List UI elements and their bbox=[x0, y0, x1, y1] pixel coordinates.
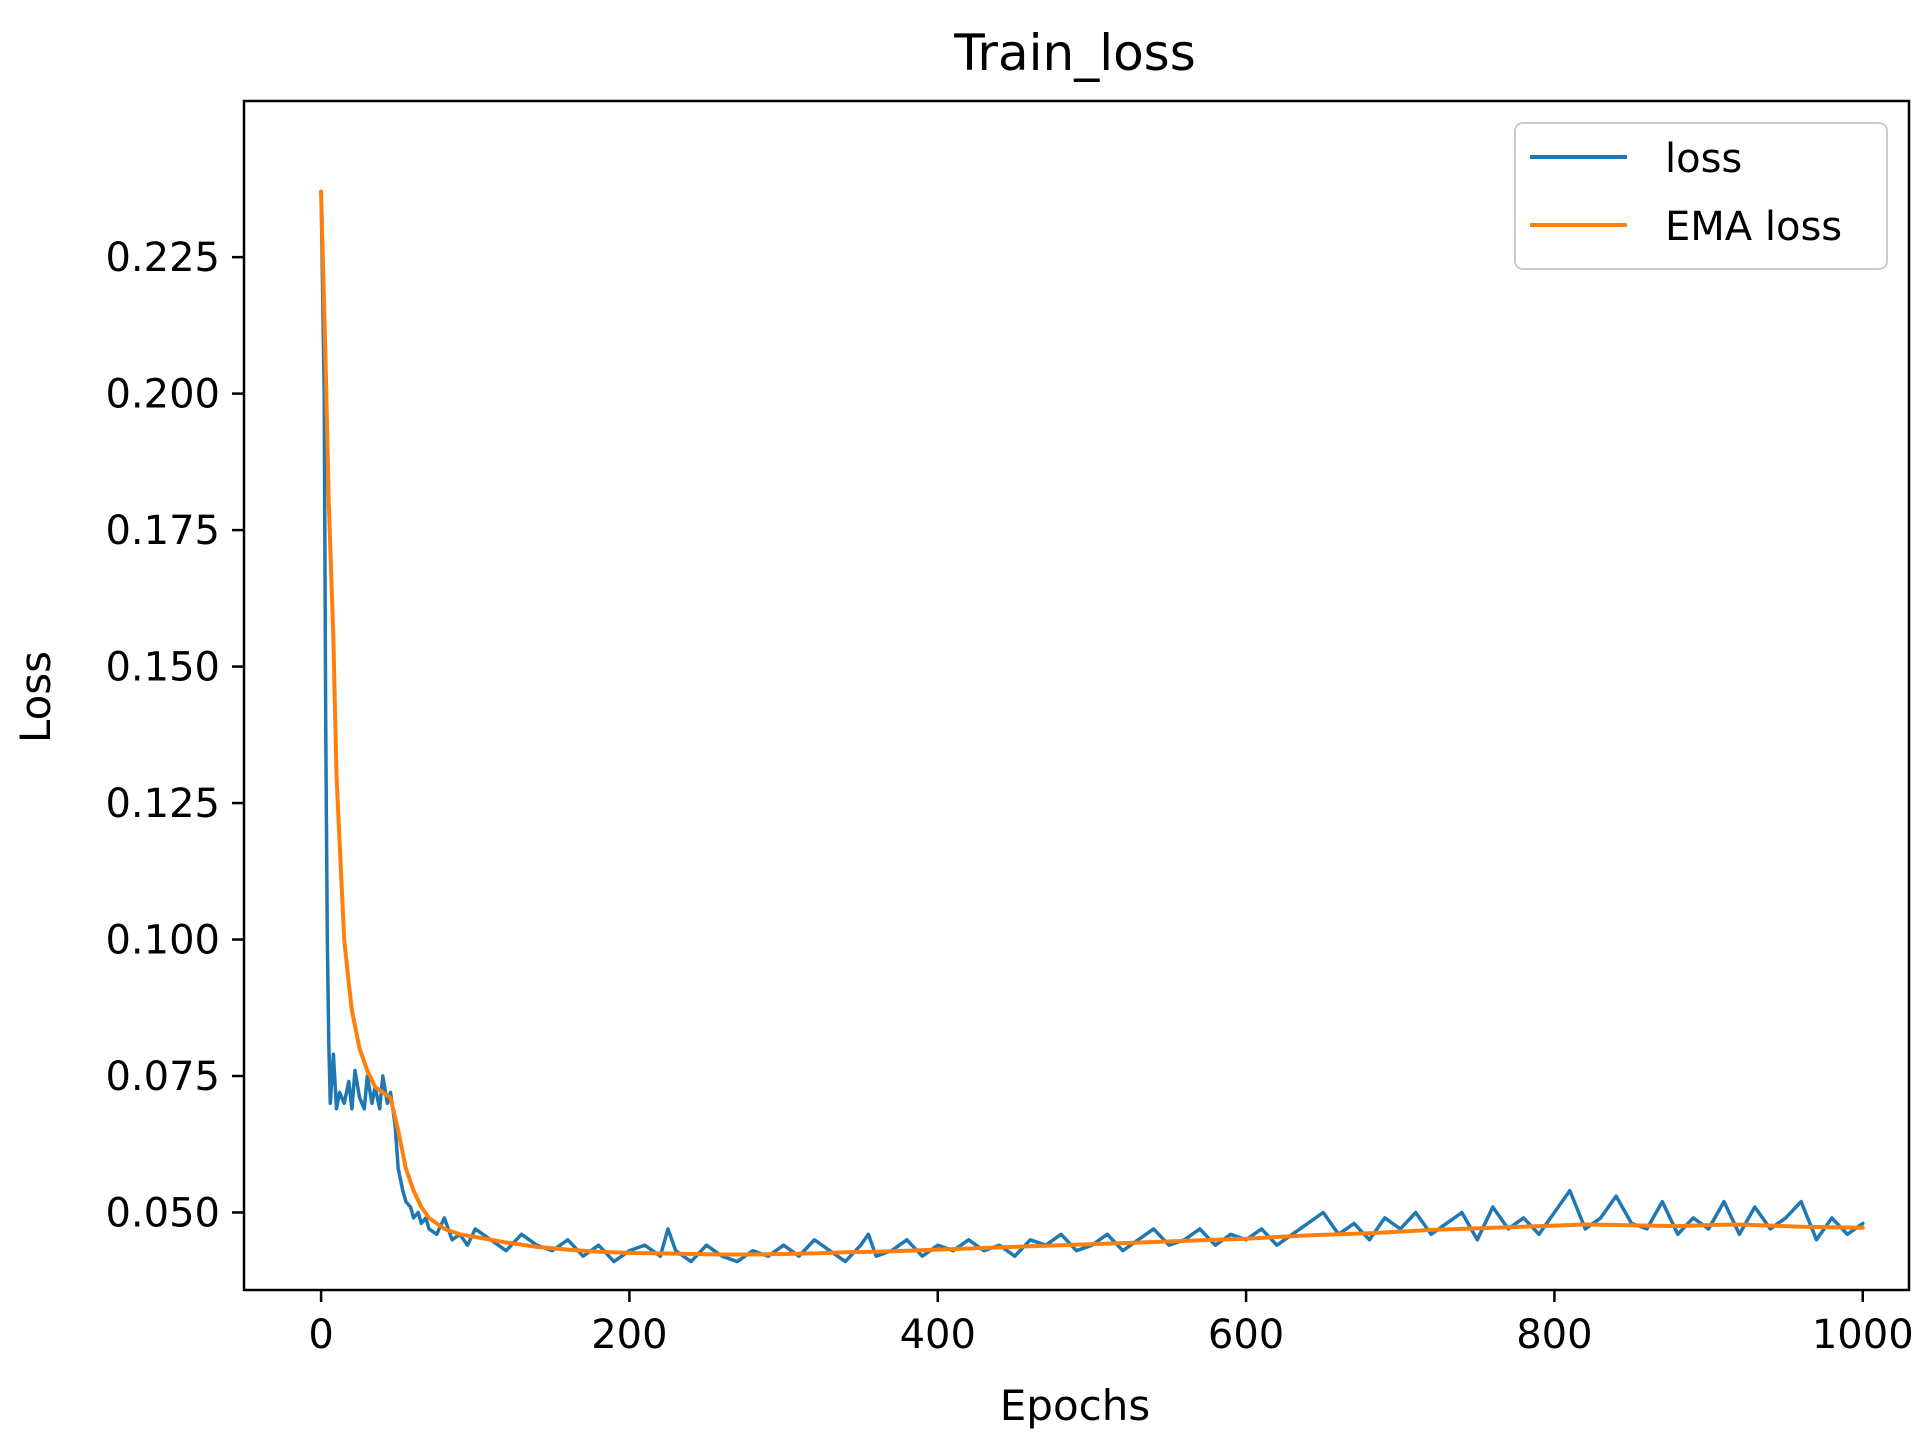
y-tick-label: 0.225 bbox=[105, 235, 220, 281]
y-tick-label: 0.200 bbox=[105, 372, 220, 418]
y-tick-label: 0.125 bbox=[105, 781, 220, 827]
x-tick-label: 600 bbox=[1208, 1312, 1284, 1358]
x-tick-label: 400 bbox=[900, 1312, 976, 1358]
x-tick-label: 800 bbox=[1516, 1312, 1592, 1358]
x-axis-ticks: 0 200 400 600 800 1000 bbox=[308, 1290, 1914, 1358]
x-tick-label: 0 bbox=[308, 1312, 333, 1358]
y-tick-label: 0.075 bbox=[105, 1054, 220, 1100]
series-layer bbox=[319, 189, 1865, 1264]
legend-label-loss: loss bbox=[1665, 136, 1742, 182]
plot-area bbox=[242, 99, 1911, 1292]
y-axis-ticks: 0.050 0.075 0.100 0.125 0.150 0.175 0.200 0.225 bbox=[105, 235, 244, 1236]
legend: loss EMA loss bbox=[1514, 122, 1888, 270]
y-tick-label: 0.050 bbox=[105, 1190, 220, 1236]
plot-frame bbox=[242, 99, 1911, 1292]
x-axis-label: Epochs bbox=[1000, 1381, 1151, 1430]
y-tick-label: 0.175 bbox=[105, 508, 220, 554]
y-tick-label: 0.150 bbox=[105, 645, 220, 691]
chart-title: Train_loss bbox=[953, 24, 1196, 82]
legend-box bbox=[1514, 122, 1888, 270]
x-tick-label: 200 bbox=[591, 1312, 667, 1358]
x-tick-label: 1000 bbox=[1812, 1312, 1914, 1358]
y-tick-label: 0.100 bbox=[105, 918, 220, 964]
y-axis-label: Loss bbox=[11, 651, 60, 743]
legend-label-ema-loss: EMA loss bbox=[1665, 204, 1842, 250]
series-line-ema-loss bbox=[319, 189, 1865, 1257]
